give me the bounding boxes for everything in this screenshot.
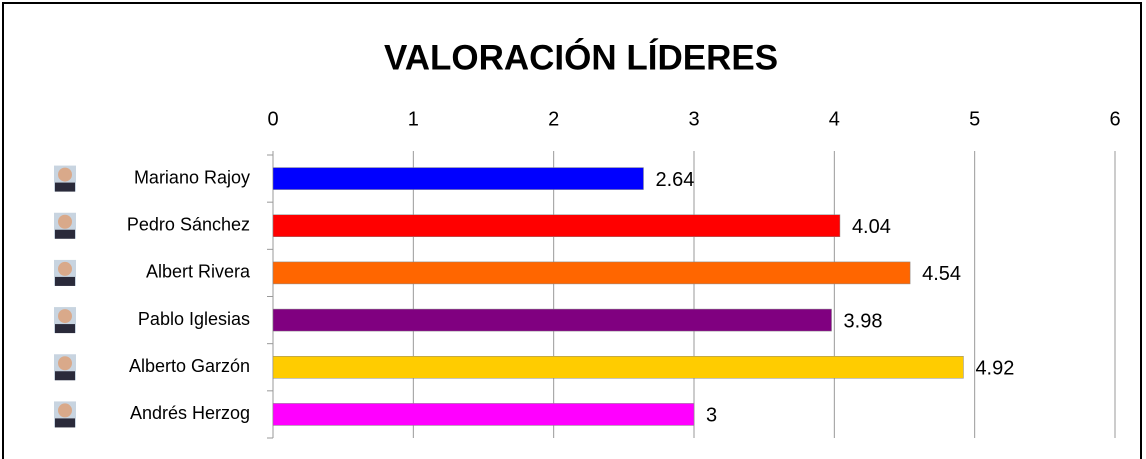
category-label: Pablo Iglesias (138, 309, 250, 329)
category-label: Albert Rivera (146, 262, 251, 282)
portrait-body (55, 183, 75, 192)
x-tick-label: 5 (969, 108, 980, 130)
portrait-face (58, 356, 72, 370)
bar (273, 168, 643, 190)
data-label: 4.92 (975, 358, 1014, 380)
x-tick-label: 0 (267, 108, 278, 130)
data-label: 2.64 (655, 169, 694, 191)
x-tick-label: 6 (1109, 108, 1120, 130)
chart-title: VALORACIÓN LÍDERES (384, 37, 778, 77)
x-tick-label: 3 (688, 108, 699, 130)
portrait-body (55, 277, 75, 286)
category-label: Mariano Rajoy (134, 167, 250, 187)
bar (273, 403, 694, 425)
portrait-face (58, 168, 72, 182)
page: {"chart_data": {"type": "bar", "orientat… (0, 0, 1146, 459)
category-label: Andrés Herzog (130, 403, 250, 423)
x-tick-label: 2 (548, 108, 559, 130)
bar (273, 309, 832, 331)
portrait-face (58, 309, 72, 323)
bar (273, 262, 910, 284)
data-label: 4.04 (852, 216, 891, 238)
data-label: 3 (706, 405, 717, 427)
portrait-body (55, 324, 75, 333)
chart: VALORACIÓN LÍDERES 0 1 2 3 4 5 6 Mariano Rajoy 2… (0, 0, 1146, 459)
category-label: Pedro Sánchez (127, 215, 250, 235)
bar (273, 356, 963, 378)
data-label: 3.98 (844, 310, 883, 332)
category-label: Alberto Garzón (129, 356, 250, 376)
portrait-body (55, 418, 75, 427)
x-tick-label: 1 (408, 108, 419, 130)
portrait-face (58, 215, 72, 229)
data-label: 4.54 (922, 263, 961, 285)
x-tick-label: 4 (829, 108, 840, 130)
bar (273, 215, 840, 237)
portrait-body (55, 230, 75, 239)
portrait-face (58, 262, 72, 276)
portrait-body (55, 371, 75, 380)
portrait-face (58, 403, 72, 417)
